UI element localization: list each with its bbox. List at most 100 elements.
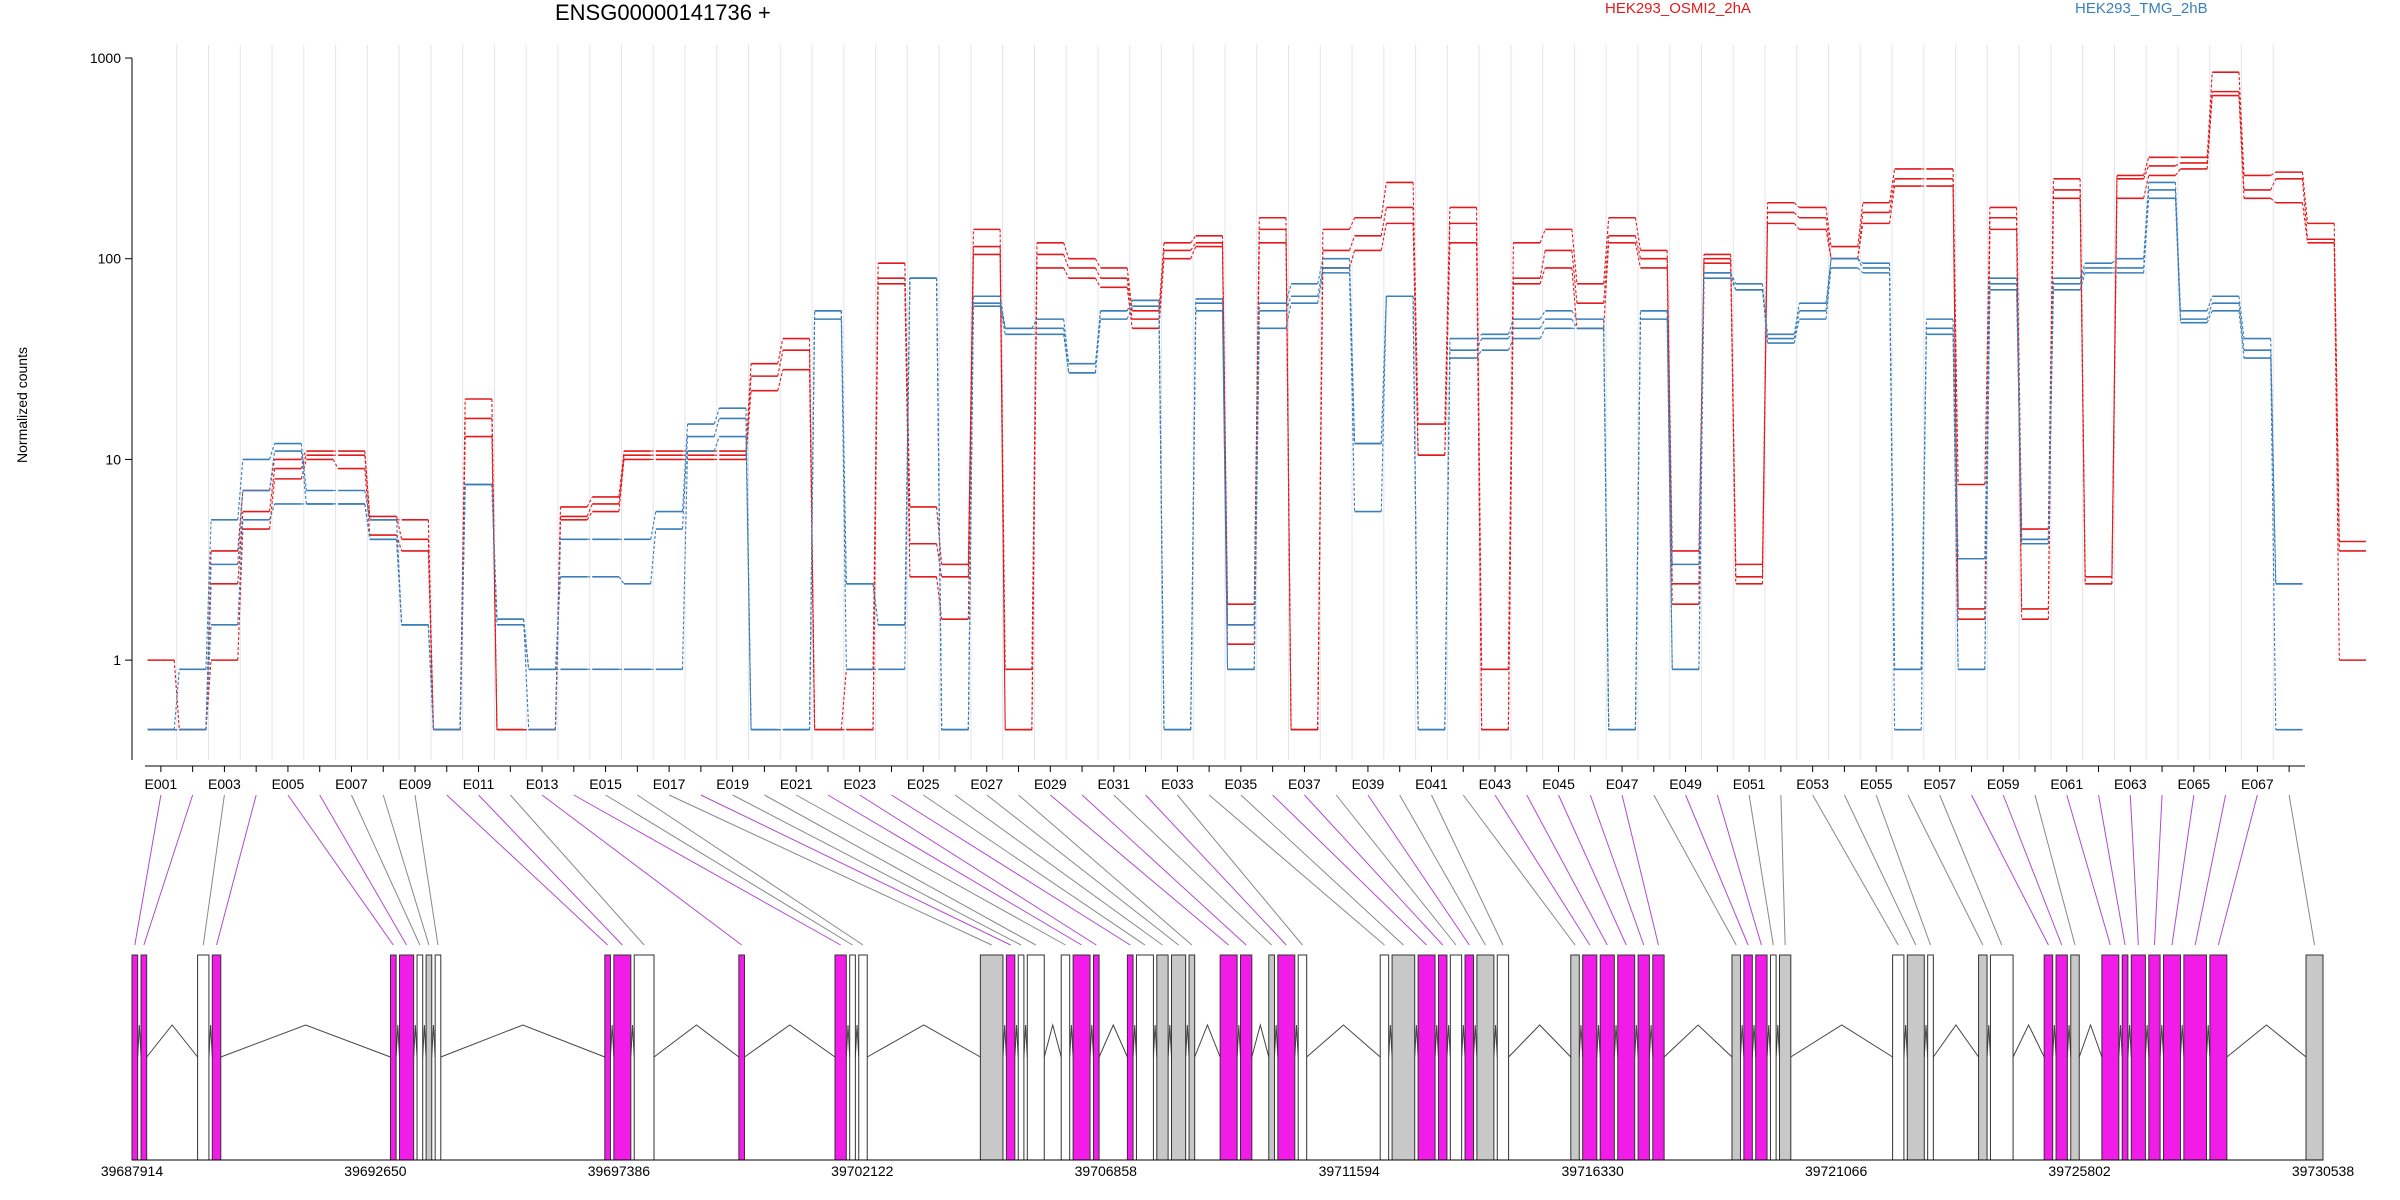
exon-connector xyxy=(541,794,742,946)
series-connector xyxy=(2206,303,2213,320)
intron-line xyxy=(1002,1024,1007,1058)
exon-box xyxy=(2163,954,2181,1161)
exon-connector xyxy=(732,794,1022,946)
series-connector xyxy=(2301,202,2309,243)
exon-box xyxy=(1617,954,1636,1161)
exon-connector xyxy=(1494,794,1591,946)
exon-connector xyxy=(1812,794,1899,946)
intron-line xyxy=(1493,1024,1498,1058)
series-connector xyxy=(1571,318,1578,329)
series-connector xyxy=(777,369,784,391)
intron-line xyxy=(1273,1024,1279,1058)
exon-box xyxy=(1156,954,1169,1161)
series-connector xyxy=(554,539,562,730)
exon-tick-label: E019 xyxy=(716,776,749,792)
series-connector xyxy=(872,583,879,625)
series-connector xyxy=(1285,296,1292,312)
exon-box xyxy=(1755,954,1768,1161)
series-connector xyxy=(2174,189,2182,320)
series-connector xyxy=(1825,267,1832,320)
exon-gridlines xyxy=(176,45,2274,760)
exon-tick-label: E001 xyxy=(145,776,178,792)
series-connector xyxy=(173,669,180,730)
series-connector xyxy=(840,319,847,670)
series-connector xyxy=(237,490,244,551)
intron-line xyxy=(2012,1023,2045,1058)
series-connector xyxy=(1952,186,1959,620)
exon-connector xyxy=(2288,794,2316,946)
intron-line xyxy=(1167,1024,1173,1058)
series-connector xyxy=(2270,350,2277,584)
exon-connector xyxy=(1145,794,1287,946)
series-connector xyxy=(2143,175,2150,199)
series-connector xyxy=(1761,223,1769,577)
intron-line xyxy=(1508,1024,1572,1058)
series-connector xyxy=(1126,305,1133,320)
exon-connector xyxy=(1716,794,1762,946)
exon-box xyxy=(425,954,433,1161)
intron-line xyxy=(1473,1024,1478,1058)
series-connector xyxy=(1412,296,1419,730)
series-connector xyxy=(364,455,371,517)
exon-box xyxy=(1743,954,1753,1161)
exon-connector xyxy=(351,794,421,946)
exon-connector xyxy=(1176,794,1303,946)
series-connector xyxy=(1603,328,1610,730)
exon-box xyxy=(858,954,868,1161)
series-connector xyxy=(1380,182,1387,218)
series-connector xyxy=(1507,338,1514,351)
intron-line xyxy=(1089,1024,1094,1058)
series-connector xyxy=(2333,242,2340,661)
genomic-tick-label: 39716330 xyxy=(1562,1163,1625,1179)
series-connector xyxy=(1317,267,1324,730)
series-connector xyxy=(2206,296,2213,312)
series-connector xyxy=(1539,267,1546,284)
series-connector xyxy=(1190,242,1197,251)
exon-connector xyxy=(478,794,623,946)
intron-line xyxy=(1634,1024,1639,1058)
series-connector xyxy=(1539,328,1546,339)
genomic-tick-label: 39725802 xyxy=(2048,1163,2111,1179)
series-connector xyxy=(1571,229,1578,284)
series-connector xyxy=(1317,272,1324,304)
exon-box xyxy=(399,954,415,1161)
series-line xyxy=(147,197,2303,731)
intron-line xyxy=(431,1024,436,1058)
series-connector xyxy=(1094,277,1101,288)
exon-connector xyxy=(1653,794,1737,946)
series-connector xyxy=(967,306,974,730)
series-connector xyxy=(1698,278,1705,670)
exon-connector xyxy=(1589,794,1645,946)
series-connector xyxy=(2143,198,2150,273)
series-connector xyxy=(681,451,689,670)
series-connector xyxy=(1317,258,1324,284)
series-connector xyxy=(1825,207,1832,247)
exon-box xyxy=(2070,954,2080,1161)
genomic-tick-label: 39711594 xyxy=(1319,1163,1380,1179)
exon-tick-label: E059 xyxy=(1987,776,2020,792)
series-connector xyxy=(396,539,403,625)
series-connector xyxy=(1730,272,1737,290)
exon-connector xyxy=(1240,794,1404,946)
series-connector xyxy=(1825,217,1832,259)
intron-line xyxy=(1388,1024,1393,1058)
series-connector xyxy=(237,511,244,584)
exon-tick-label: E057 xyxy=(1923,776,1956,792)
series-connector xyxy=(2174,198,2182,323)
series-connector xyxy=(1285,283,1292,304)
series-connector xyxy=(396,516,403,540)
series-connector xyxy=(650,528,657,584)
exon-tick-label: E039 xyxy=(1352,776,1385,792)
exon-tick-label: E037 xyxy=(1288,776,1321,792)
exon-connectors xyxy=(134,794,2316,946)
exon-tick-label: E017 xyxy=(653,776,686,792)
intron-line xyxy=(1434,1024,1439,1058)
series-connector xyxy=(2270,358,2277,730)
exon-box xyxy=(1188,954,1196,1161)
series-connector xyxy=(1031,267,1038,730)
series-connector xyxy=(2270,178,2277,191)
series-connector xyxy=(1603,235,1610,304)
intron-line xyxy=(1578,1024,1584,1058)
exon-connector xyxy=(2194,794,2227,946)
exon-box xyxy=(211,954,222,1161)
